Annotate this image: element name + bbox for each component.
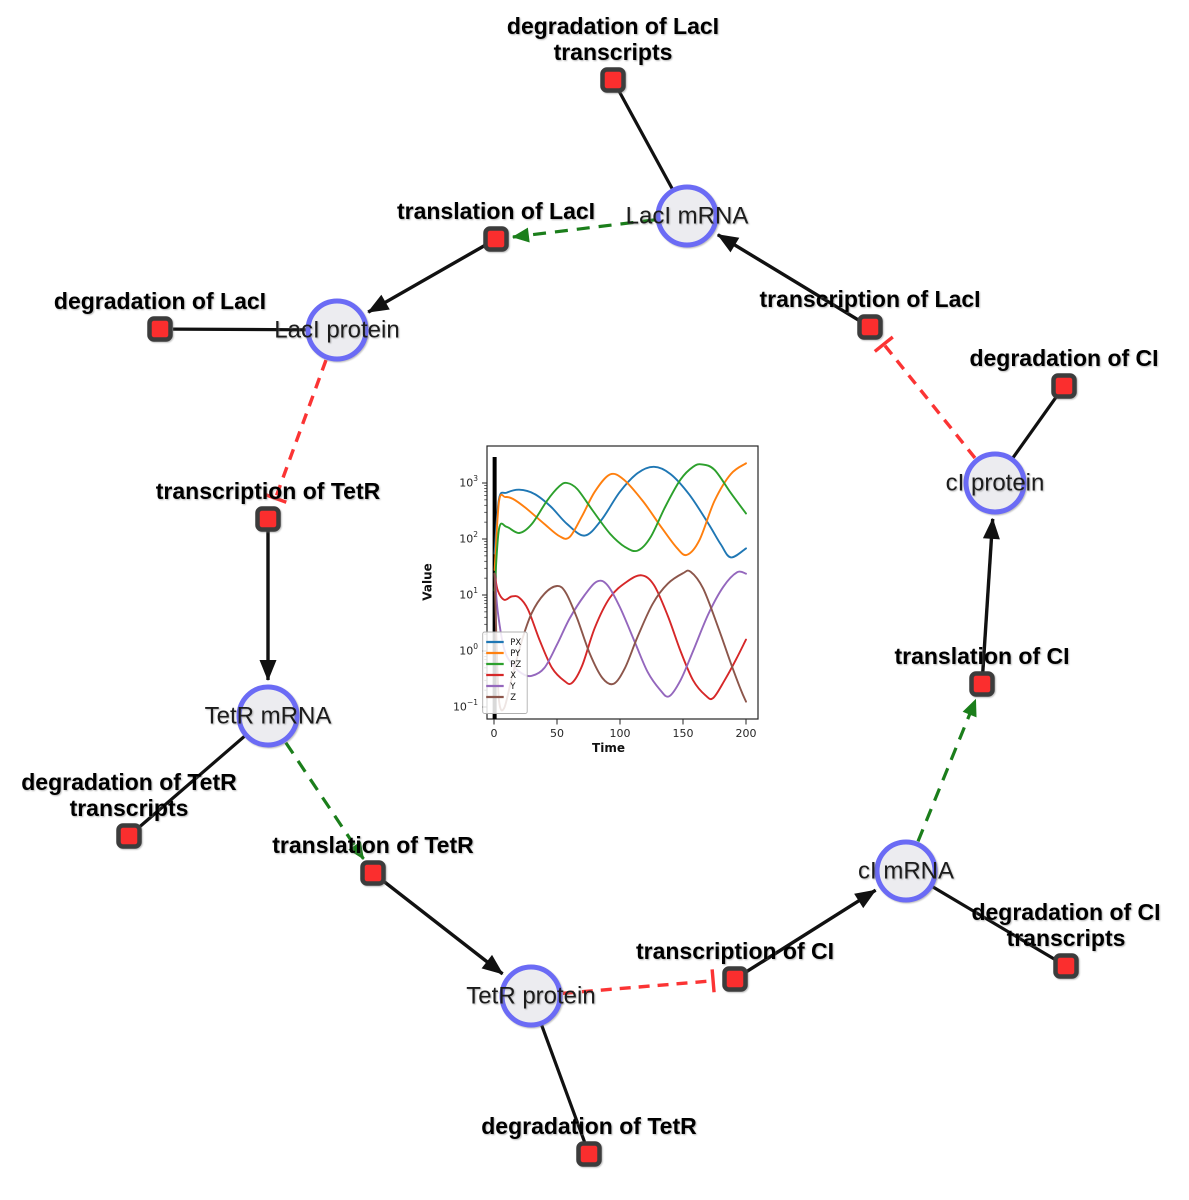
species-label-ci-mrna: cI mRNA <box>858 858 954 885</box>
y-axis-tick-label: 102 <box>459 530 478 546</box>
y-axis-tick-label: 10−1 <box>453 698 478 714</box>
legend-label-PZ: PZ <box>510 660 521 670</box>
edge-tetr-protein-to-transc-ci <box>562 969 716 995</box>
species-node-laci-mrna <box>655 184 719 248</box>
species-node-ci-mrna <box>874 839 938 903</box>
edges-layer <box>137 90 1058 1143</box>
edge-transl-tetr-to-tetr-protein <box>381 879 504 976</box>
x-axis-tick-label: 200 <box>736 727 757 740</box>
reaction-label-deg-laci-line0: degradation of LacI <box>54 288 266 314</box>
edge-tetr-mrna-to-transl-tetr <box>284 741 365 860</box>
species-node-tetr-mrna <box>236 684 300 748</box>
species-label-laci-mrna: LacI mRNA <box>626 203 749 230</box>
edge-laci-protein-to-deg-laci <box>172 327 308 332</box>
x-axis-tick-label: 100 <box>610 727 631 740</box>
species-label-ci-protein: cI protein <box>946 470 1045 497</box>
legend-label-PY: PY <box>510 649 521 659</box>
reaction-node-deg-tetr-transcripts <box>116 823 142 849</box>
legend-label-PX: PX <box>510 638 521 648</box>
reaction-node-transl-ci <box>969 671 995 697</box>
reaction-label-deg-ci-transcripts-line0: degradation of CI <box>971 899 1160 925</box>
reaction-label-transc-ci-line0: transcription of CI <box>636 938 834 964</box>
reaction-node-transl-laci <box>483 226 509 252</box>
series-line-PZ <box>493 463 747 592</box>
x-axis-title: Time <box>592 741 625 755</box>
reaction-node-transc-laci <box>857 314 883 340</box>
edge-transl-ci-to-ci-protein <box>981 517 1000 673</box>
species-node-tetr-protein <box>499 964 563 1028</box>
reaction-label-transl-laci-line0: translation of LacI <box>397 198 595 224</box>
edge-tetr-protein-to-deg-tetr <box>539 1023 587 1143</box>
edge-laci-mrna-to-deg-laci-transcripts <box>617 90 675 191</box>
edge-ci-protein-to-transc-laci <box>873 335 977 460</box>
species-label-tetr-protein: TetR protein <box>466 983 595 1010</box>
legend-label-Z: Z <box>510 693 516 703</box>
series-line-X <box>493 572 747 701</box>
edge-transc-ci-to-ci-mrna <box>744 888 877 975</box>
species-label-laci-protein: LacI protein <box>274 317 399 344</box>
reaction-node-deg-laci-transcripts <box>600 67 626 93</box>
y-axis-tick-label: 103 <box>459 474 478 490</box>
reaction-node-deg-tetr <box>576 1141 602 1167</box>
edge-tetr-mrna-to-deg-tetr-transcripts <box>137 734 247 829</box>
y-axis-tick-label: 100 <box>459 642 478 658</box>
legend-label-X: X <box>510 671 516 681</box>
reaction-node-transc-tetr <box>255 506 281 532</box>
series-line-PX <box>493 465 747 559</box>
legend-label-Y: Y <box>509 682 516 692</box>
edge-ci-protein-to-deg-ci <box>1011 395 1058 460</box>
edge-transl-laci-to-laci-protein <box>367 243 487 314</box>
reaction-label-transl-ci-line0: translation of CI <box>894 643 1069 669</box>
species-node-laci-protein <box>305 298 369 362</box>
reaction-node-transl-tetr <box>360 860 386 886</box>
reaction-label-deg-laci-transcripts-line0: degradation of LacI <box>507 13 719 39</box>
series-line-PY <box>493 462 747 571</box>
edge-ci-mrna-to-transl-ci <box>916 698 978 843</box>
reaction-label-transc-tetr-line0: transcription of TetR <box>156 478 381 504</box>
reaction-label-transc-laci-line0: transcription of LacI <box>759 286 980 312</box>
edge-ci-mrna-to-deg-ci-transcripts <box>930 884 1056 961</box>
reaction-label-deg-tetr-line0: degradation of TetR <box>481 1113 697 1139</box>
reaction-node-deg-ci-transcripts <box>1053 953 1079 979</box>
y-axis-tick-label: 101 <box>459 586 478 602</box>
reaction-node-deg-laci <box>147 316 173 342</box>
species-label-tetr-mrna: TetR mRNA <box>205 703 332 730</box>
reaction-label-deg-ci-transcripts-line1: transcripts <box>1007 925 1126 951</box>
reaction-label-deg-laci-transcripts-line1: transcripts <box>554 39 673 65</box>
reaction-label-deg-tetr-transcripts-line0: degradation of TetR <box>21 769 237 795</box>
reaction-label-transl-tetr-line0: translation of TetR <box>272 832 474 858</box>
labels-layer: LacI mRNA LacI protein cI protein TetR mRNA… <box>21 13 1160 1139</box>
x-axis-tick-label: 0 <box>491 727 498 740</box>
edge-laci-protein-to-transc-tetr <box>264 359 328 504</box>
reaction-node-transc-ci <box>722 966 748 992</box>
species-node-ci-protein <box>963 451 1027 515</box>
y-axis-title: Value <box>421 563 435 601</box>
reaction-label-deg-tetr-transcripts-line1: transcripts <box>70 795 189 821</box>
reaction-node-deg-ci <box>1051 373 1077 399</box>
x-axis-tick-label: 50 <box>550 727 564 740</box>
edge-laci-mrna-to-transl-laci <box>511 218 656 243</box>
x-axis-tick-label: 150 <box>673 727 694 740</box>
edge-transc-laci-to-laci-mrna <box>716 233 861 323</box>
reaction-label-deg-ci-line0: degradation of CI <box>969 345 1158 371</box>
nodes-layer <box>116 67 1079 1167</box>
